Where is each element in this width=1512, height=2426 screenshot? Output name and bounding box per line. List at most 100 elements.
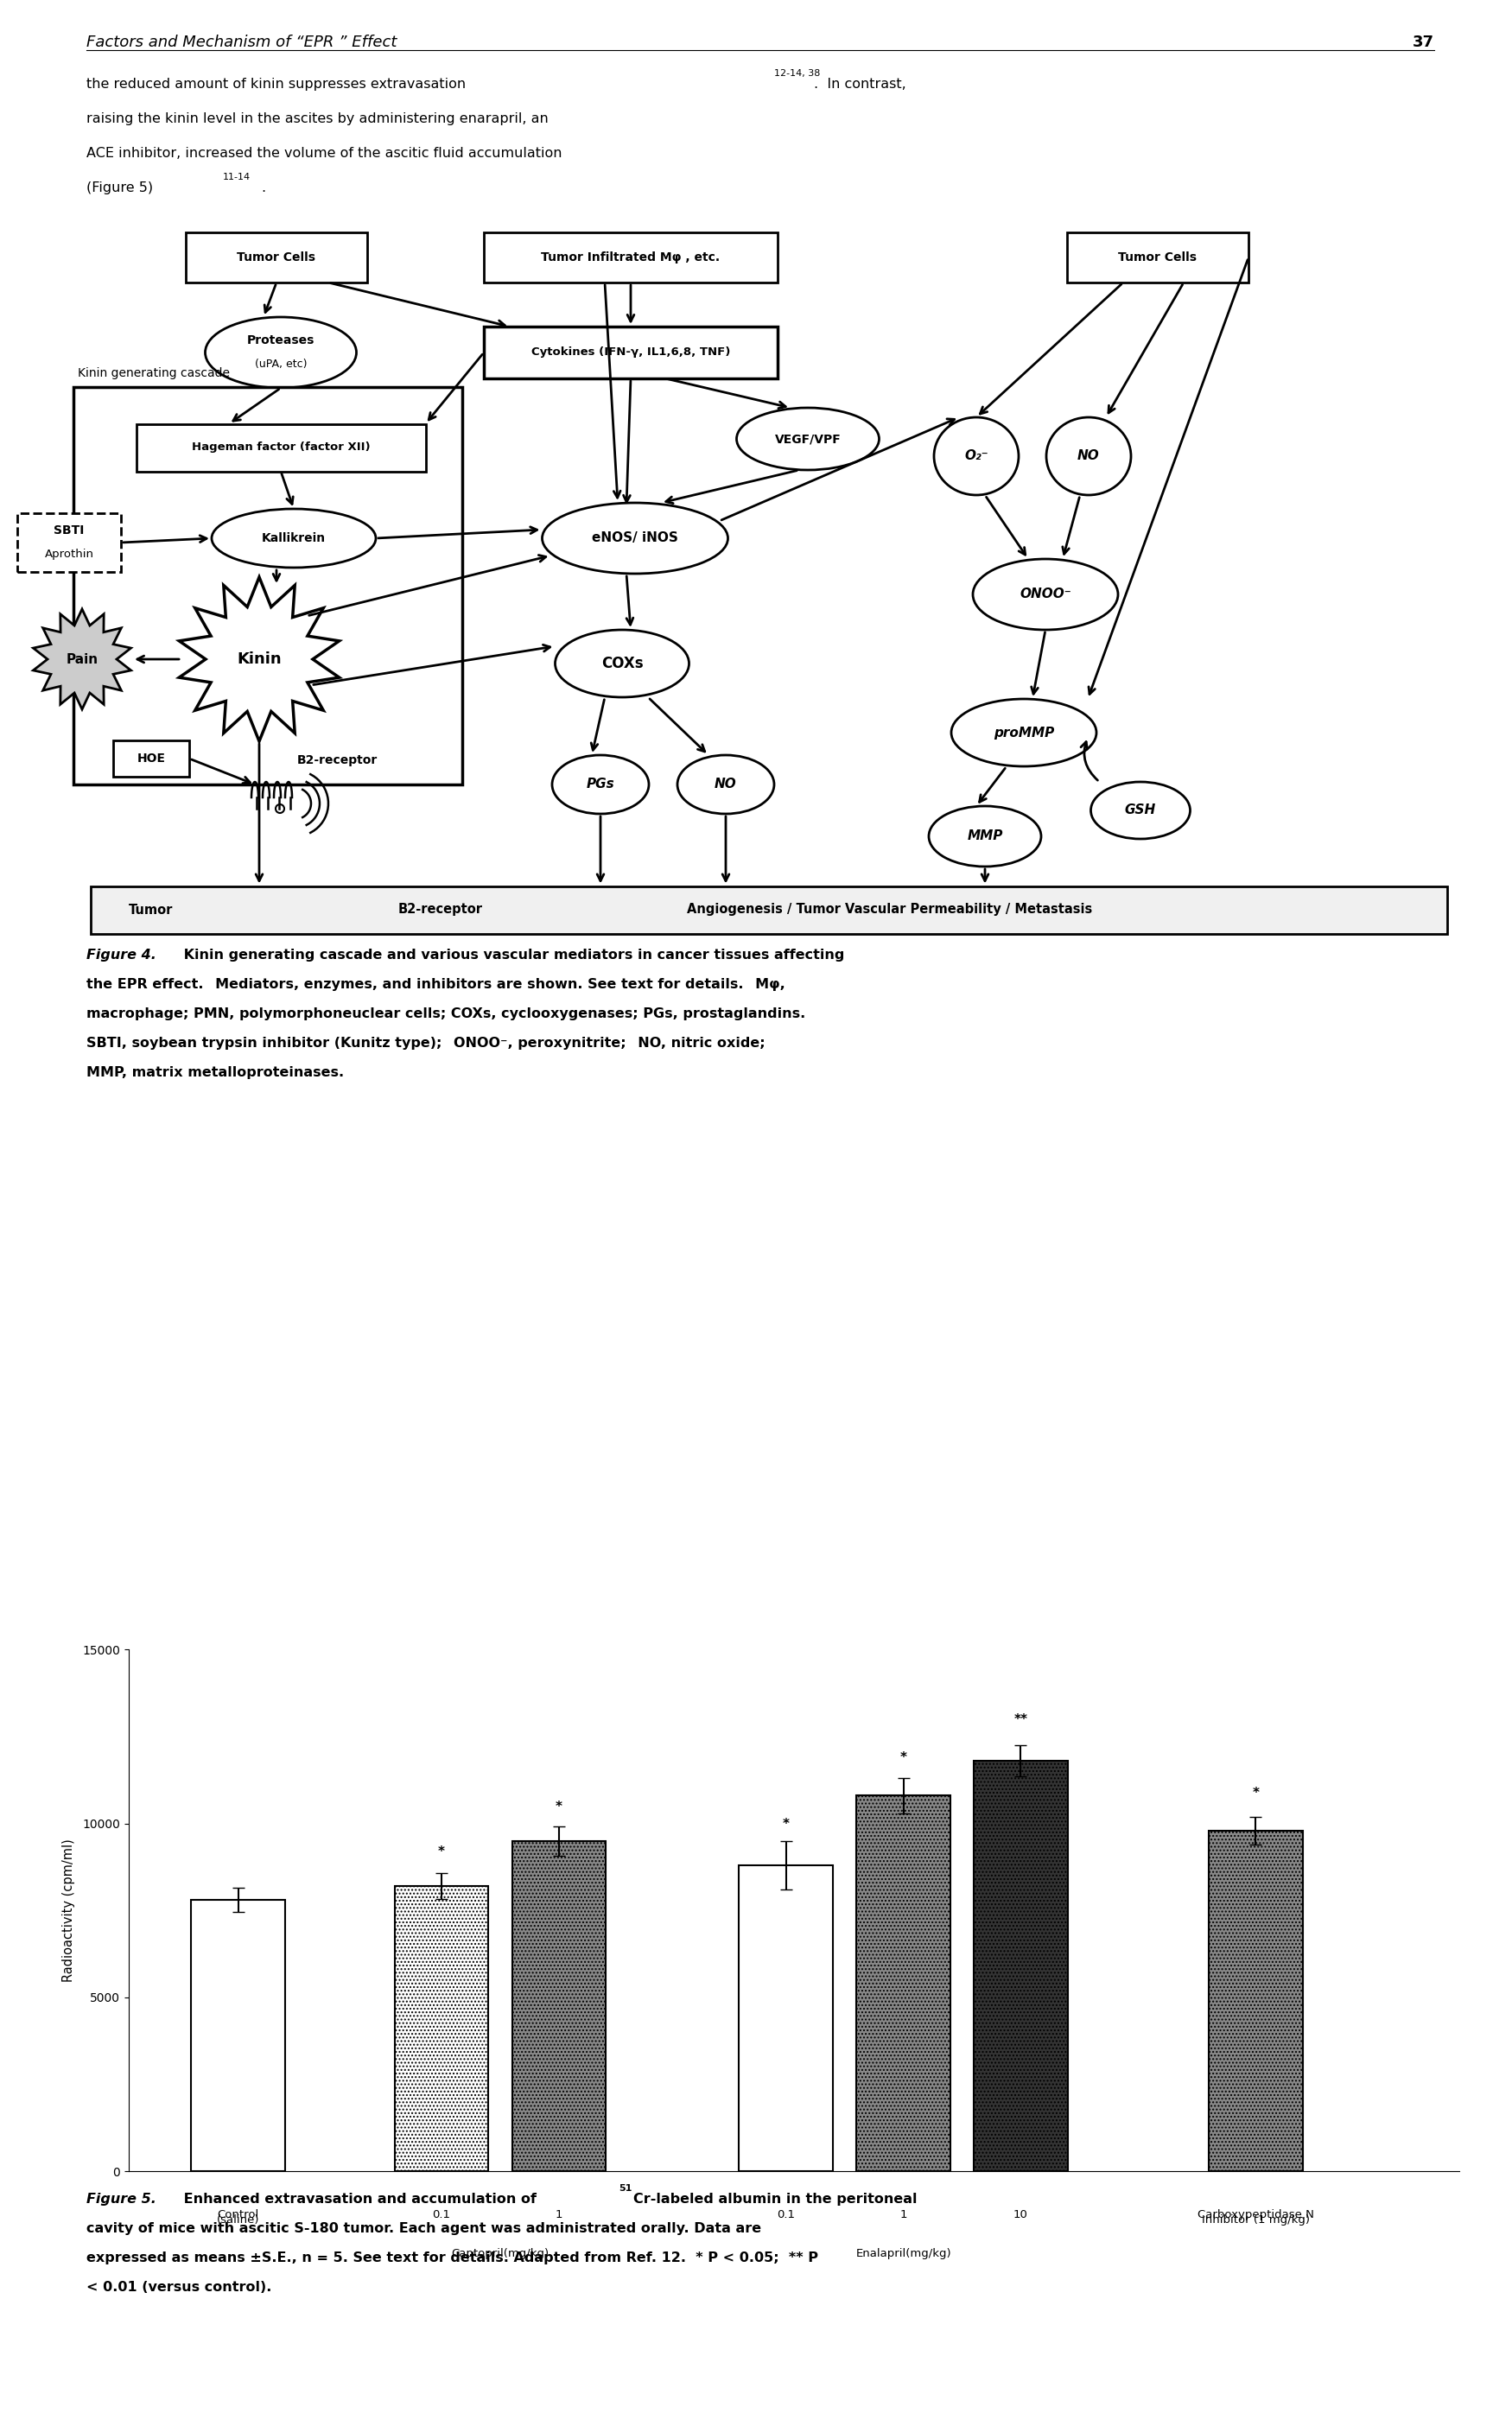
Ellipse shape	[212, 509, 376, 568]
Text: ONOO⁻: ONOO⁻	[1019, 587, 1070, 602]
Text: Proteases: Proteases	[246, 335, 314, 347]
Text: 51: 51	[618, 2183, 632, 2193]
Text: .  In contrast,: . In contrast,	[813, 78, 906, 90]
Bar	[395, 1885, 488, 2171]
Bar	[974, 1761, 1067, 2171]
Bar	[113, 740, 189, 776]
Text: Carboxypeptidase N: Carboxypeptidase N	[1198, 2210, 1314, 2220]
Bar	[17, 514, 121, 573]
Ellipse shape	[555, 631, 689, 696]
Ellipse shape	[1090, 781, 1190, 839]
Text: Hageman factor (factor XII): Hageman factor (factor XII)	[192, 442, 370, 454]
Ellipse shape	[928, 805, 1042, 866]
Bar	[856, 1795, 951, 2171]
Text: the EPR effect.  Mediators, enzymes, and inhibitors are shown. See text for deta: the EPR effect. Mediators, enzymes, and …	[86, 978, 785, 990]
Text: Inhibitor (1 mg/kg): Inhibitor (1 mg/kg)	[1202, 2215, 1309, 2225]
Ellipse shape	[552, 754, 649, 813]
Text: MMP: MMP	[968, 830, 1002, 842]
Text: *: *	[1252, 1786, 1259, 1800]
Text: Kinin generating cascade: Kinin generating cascade	[77, 366, 230, 378]
Text: Tumor Infiltrated Mφ , etc.: Tumor Infiltrated Mφ , etc.	[541, 252, 720, 264]
Text: proMMP: proMMP	[993, 725, 1054, 740]
Ellipse shape	[736, 408, 878, 471]
Text: Tumor Cells: Tumor Cells	[237, 252, 316, 264]
Bar	[739, 1866, 833, 2171]
Text: *: *	[438, 1846, 445, 1858]
Text: NO: NO	[715, 779, 736, 791]
Text: 0.1: 0.1	[432, 2210, 451, 2220]
Text: SBTI: SBTI	[54, 524, 85, 536]
Text: MMP, matrix metalloproteinases.: MMP, matrix metalloproteinases.	[86, 1065, 345, 1080]
Text: Kallikrein: Kallikrein	[262, 531, 325, 543]
Text: *: *	[783, 1817, 789, 1832]
Text: ACE inhibitor, increased the volume of the ascitic fluid accumulation: ACE inhibitor, increased the volume of t…	[86, 148, 562, 160]
Text: *: *	[555, 1800, 562, 1812]
Text: GSH: GSH	[1125, 803, 1157, 818]
Text: Figure 5.: Figure 5.	[86, 2193, 156, 2205]
Ellipse shape	[677, 754, 774, 813]
Text: Tumor: Tumor	[129, 902, 174, 917]
Text: B2-receptor: B2-receptor	[398, 902, 482, 917]
Bar	[513, 1841, 606, 2171]
Bar	[74, 388, 463, 784]
Text: (saline): (saline)	[216, 2215, 260, 2225]
Text: macrophage; PMN, polymorphoneuclear cells; COXs, cyclooxygenases; PGs, prostagla: macrophage; PMN, polymorphoneuclear cell…	[86, 1007, 806, 1021]
Text: Kinin: Kinin	[237, 653, 281, 667]
Text: Kinin generating cascade and various vascular mediators in cancer tissues affect: Kinin generating cascade and various vas…	[178, 949, 844, 961]
Polygon shape	[180, 577, 339, 742]
Text: (Figure 5): (Figure 5)	[86, 182, 153, 194]
Text: expressed as means ±S.E., n = 5. See text for details. Adapted from Ref. 12.  * : expressed as means ±S.E., n = 5. See tex…	[86, 2251, 818, 2263]
Ellipse shape	[934, 417, 1019, 495]
Text: Captopril(mg/kg): Captopril(mg/kg)	[452, 2249, 549, 2259]
Ellipse shape	[206, 318, 357, 388]
Text: raising the kinin level in the ascites by administering enarapril, an: raising the kinin level in the ascites b…	[86, 112, 549, 126]
Text: Factors and Mechanism of “EPR ” Effect: Factors and Mechanism of “EPR ” Effect	[86, 34, 396, 51]
Text: Aprothin: Aprothin	[44, 548, 94, 560]
Text: .: .	[262, 182, 266, 194]
Text: NO: NO	[1078, 449, 1099, 463]
Text: 11-14: 11-14	[222, 172, 251, 182]
Text: 37: 37	[1412, 34, 1435, 51]
Text: eNOS/ iNOS: eNOS/ iNOS	[591, 531, 679, 546]
Text: 10: 10	[1013, 2210, 1028, 2220]
Text: Cr-labeled albumin in the peritoneal: Cr-labeled albumin in the peritoneal	[634, 2193, 918, 2205]
Ellipse shape	[543, 502, 727, 573]
Bar	[1208, 1832, 1302, 2171]
Text: **: **	[1015, 1713, 1028, 1727]
Text: (uPA, etc): (uPA, etc)	[254, 359, 307, 371]
Text: 1: 1	[900, 2210, 907, 2220]
Text: cavity of mice with ascitic S-180 tumor. Each agent was administrated orally. Da: cavity of mice with ascitic S-180 tumor.…	[86, 2222, 762, 2234]
Bar	[91, 885, 1447, 934]
Text: B2-receptor: B2-receptor	[296, 754, 378, 767]
Text: Tumor Cells: Tumor Cells	[1119, 252, 1198, 264]
Bar	[136, 425, 425, 471]
Y-axis label: Radioactivity (cpm/ml): Radioactivity (cpm/ml)	[62, 1839, 76, 1982]
Bar	[191, 1900, 286, 2171]
Text: SBTI, soybean trypsin inhibitor (Kunitz type);  ONOO⁻, peroxynitrite;  NO, nitri: SBTI, soybean trypsin inhibitor (Kunitz …	[86, 1036, 765, 1050]
Text: Control: Control	[218, 2210, 259, 2220]
Polygon shape	[33, 609, 132, 708]
Ellipse shape	[275, 805, 284, 813]
Ellipse shape	[972, 558, 1117, 631]
Text: < 0.01 (versus control).: < 0.01 (versus control).	[86, 2280, 272, 2295]
Bar	[1067, 233, 1249, 281]
Text: 1: 1	[555, 2210, 562, 2220]
Text: Figure 4.: Figure 4.	[86, 949, 156, 961]
Text: HOE: HOE	[138, 752, 165, 764]
Bar	[484, 233, 777, 281]
Text: 0.1: 0.1	[777, 2210, 795, 2220]
Text: VEGF/VPF: VEGF/VPF	[774, 432, 841, 444]
Ellipse shape	[1046, 417, 1131, 495]
Text: *: *	[900, 1752, 907, 1764]
Text: Cytokines (IFN-γ, IL1,6,8, TNF): Cytokines (IFN-γ, IL1,6,8, TNF)	[531, 347, 730, 359]
Text: O₂⁻: O₂⁻	[965, 449, 989, 463]
Text: COXs: COXs	[602, 655, 643, 672]
Text: 12-14, 38: 12-14, 38	[774, 68, 821, 78]
Text: Angiogenesis / Tumor Vascular Permeability / Metastasis: Angiogenesis / Tumor Vascular Permeabili…	[686, 902, 1093, 917]
Bar	[484, 328, 777, 378]
Text: PGs: PGs	[587, 779, 614, 791]
Ellipse shape	[951, 699, 1096, 767]
Text: Enhanced extravasation and accumulation of: Enhanced extravasation and accumulation …	[178, 2193, 541, 2205]
Text: Pain: Pain	[67, 653, 98, 665]
Text: the reduced amount of kinin suppresses extravasation: the reduced amount of kinin suppresses e…	[86, 78, 466, 90]
